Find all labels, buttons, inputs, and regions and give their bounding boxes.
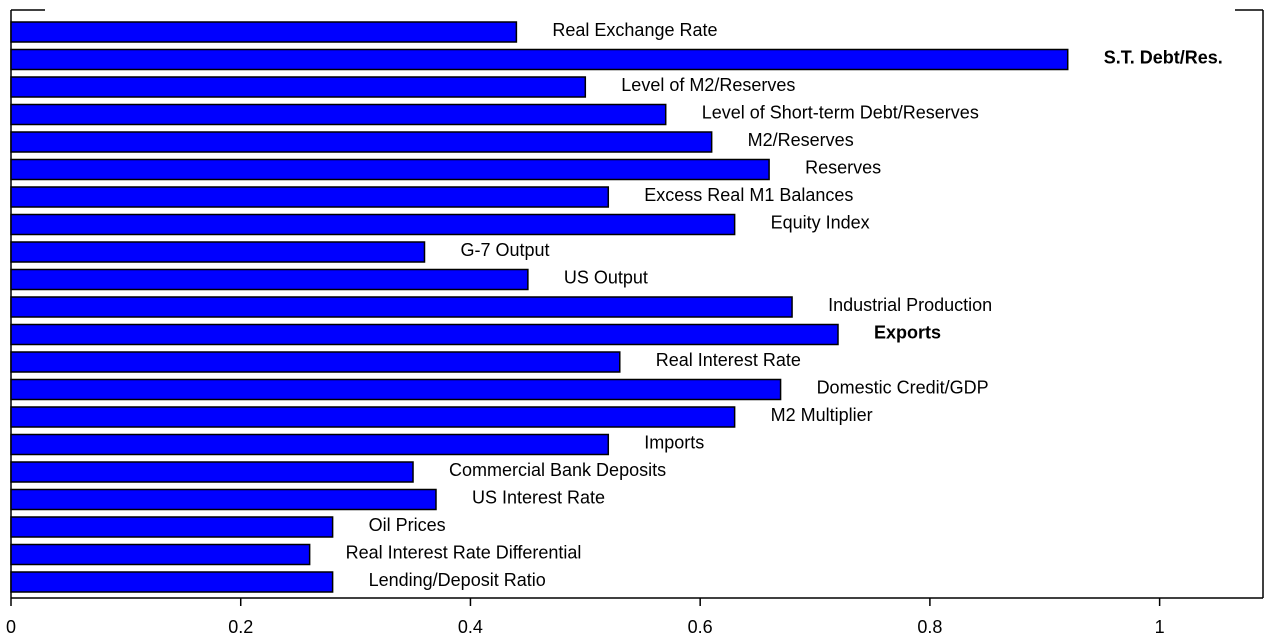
bar-label: Lending/Deposit Ratio [369,570,546,590]
bar [10,186,610,208]
bar-label: Excess Real M1 Balances [644,185,853,205]
bar-label: Level of M2/Reserves [621,75,795,95]
bar [10,158,770,181]
bar-label: Exports [874,322,941,342]
x-tick-label: 0.2 [228,617,253,637]
bar [10,571,334,593]
x-tick-label: 0.6 [688,617,713,637]
bar [10,516,334,538]
bar-label: Industrial Production [828,295,992,315]
bar-label: Imports [644,432,704,452]
bar [10,433,610,456]
bar [10,131,713,153]
bar [10,241,426,263]
bar [10,213,736,236]
bar-label: Domestic Credit/GDP [817,377,989,397]
x-tick-label: 1 [1155,617,1165,637]
bar-label: M2 Multiplier [771,405,873,425]
bar [10,351,621,373]
bar-label: Real Interest Rate [656,350,801,370]
bar [10,461,414,483]
bar-label: Real Exchange Rate [552,20,717,40]
bar-label: Real Interest Rate Differential [346,542,582,562]
bar [10,543,311,566]
x-tick-label: 0.8 [917,617,942,637]
bar [10,103,667,126]
bar [10,406,736,428]
bar-label: US Interest Rate [472,487,605,507]
bar [10,76,587,98]
bar-label: G-7 Output [461,240,550,260]
bar [10,323,839,346]
bar-label: Reserves [805,157,881,177]
bar [10,296,793,318]
bar-label: Oil Prices [369,515,446,535]
bar-label: S.T. Debt/Res. [1104,47,1223,67]
bar-label: M2/Reserves [748,130,854,150]
bar [10,378,782,401]
bar [10,21,518,43]
bar [10,268,529,291]
x-tick-label: 0.4 [458,617,483,637]
bar-label: Level of Short-term Debt/Reserves [702,102,979,122]
bar-label: Commercial Bank Deposits [449,460,666,480]
bar-label: US Output [564,267,648,287]
x-tick-label: 0 [6,617,16,637]
bar [10,488,437,511]
bar-label: Equity Index [771,212,870,232]
bar [10,48,1069,71]
